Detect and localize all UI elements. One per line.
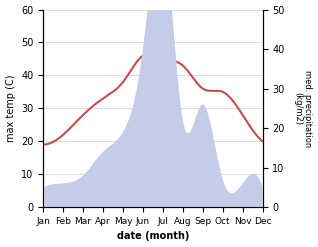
Y-axis label: med. precipitation
(kg/m2): med. precipitation (kg/m2) [293,70,313,147]
X-axis label: date (month): date (month) [117,231,189,242]
Y-axis label: max temp (C): max temp (C) [5,75,16,142]
